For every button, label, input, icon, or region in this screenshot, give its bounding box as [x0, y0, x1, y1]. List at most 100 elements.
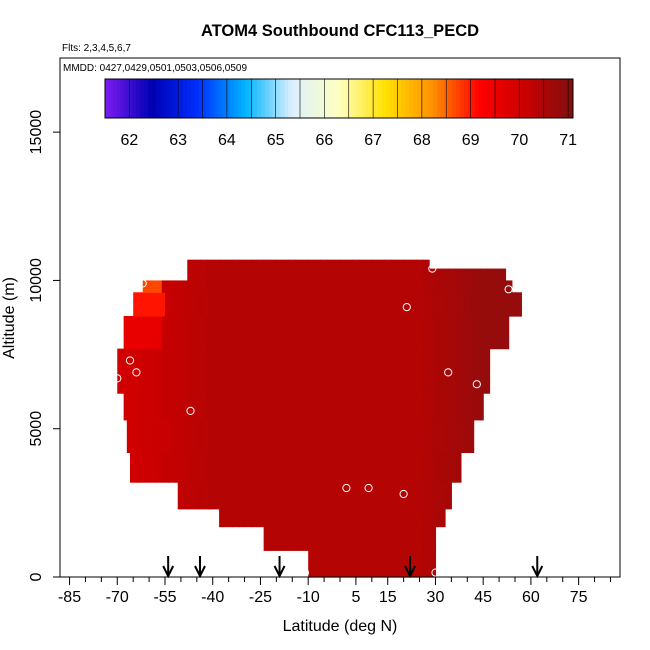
field-cell — [397, 393, 405, 421]
field-cell — [152, 419, 160, 454]
field-cell — [410, 452, 417, 483]
field-cell — [231, 280, 239, 293]
field-cell — [349, 419, 357, 454]
field-cell — [193, 316, 201, 350]
field-cell — [130, 348, 137, 394]
colorbar-swatch — [261, 79, 266, 118]
field-cell — [187, 452, 195, 483]
colorbar-swatch — [300, 79, 305, 118]
field-cell — [352, 280, 360, 293]
field-cell — [359, 393, 367, 421]
field-cell — [276, 452, 284, 483]
colorbar-swatch — [147, 79, 153, 118]
field-cell — [397, 508, 405, 528]
field-cell — [435, 316, 443, 350]
field-cell — [130, 316, 137, 350]
field-cell — [133, 292, 141, 317]
field-cell — [187, 393, 195, 421]
field-cell — [429, 280, 437, 293]
field-cell — [193, 280, 201, 293]
field-cell — [371, 316, 379, 350]
field-cell — [320, 316, 328, 350]
observation-point — [444, 368, 453, 377]
field-cell — [314, 348, 322, 394]
field-cell — [371, 268, 379, 282]
field-cell — [343, 419, 351, 454]
field-cell — [244, 280, 252, 293]
field-cell — [250, 508, 258, 528]
field-cell — [254, 292, 262, 317]
field-cell — [371, 452, 379, 483]
observation-point — [431, 568, 440, 577]
field-cell — [215, 292, 223, 317]
flight-arrow — [162, 556, 175, 579]
field-cell — [225, 268, 233, 282]
field-cell — [397, 280, 405, 293]
field-cell — [200, 316, 207, 350]
field-cell — [260, 419, 268, 454]
field-cell — [212, 348, 220, 394]
colorbar-swatch — [565, 79, 570, 118]
x-tick-label: 15 — [379, 589, 397, 606]
field-cell — [270, 280, 277, 293]
field-cell — [320, 550, 328, 578]
colorbar-swatch — [210, 79, 215, 118]
field-cell — [180, 393, 188, 421]
observation-point — [428, 264, 437, 273]
field-cell — [250, 393, 258, 421]
colorbar-swatch — [245, 79, 250, 118]
colorbar-swatch — [557, 79, 562, 118]
colorbar-swatch — [163, 79, 168, 118]
colorbar-swatch — [378, 79, 383, 118]
field-cell — [250, 348, 258, 394]
field-cell — [250, 316, 258, 350]
field-cell — [142, 452, 150, 483]
field-cell — [371, 526, 379, 551]
field-cell — [460, 348, 468, 394]
field-cell — [270, 393, 277, 421]
field-cell — [460, 316, 468, 350]
field-cell — [285, 292, 293, 317]
field-cell — [359, 348, 367, 394]
field-cell — [499, 316, 507, 350]
colorbar-swatch — [510, 79, 515, 118]
field-cell — [467, 348, 475, 394]
colorbar-swatch — [319, 79, 324, 118]
field-cell — [270, 526, 277, 551]
field-cell — [425, 482, 433, 510]
field-cell — [206, 348, 214, 394]
colorbar-swatch — [339, 79, 344, 118]
colorbar-swatch — [175, 79, 180, 118]
field-cell — [247, 482, 255, 510]
field-cell — [397, 316, 405, 350]
colorbar-swatch — [241, 79, 246, 118]
field-cell — [301, 280, 309, 293]
field-cell — [285, 419, 293, 454]
colorbar-swatch — [112, 79, 118, 118]
colorbar-swatch — [405, 79, 410, 118]
field-cell — [212, 316, 220, 350]
field-cell — [228, 419, 236, 454]
field-cell — [276, 259, 284, 270]
colorbar-swatch — [366, 79, 371, 118]
colorbar-swatch — [218, 79, 223, 118]
colorbar-swatch — [350, 79, 356, 118]
field-cell — [177, 292, 185, 317]
field-cell — [378, 268, 386, 282]
field-cell — [365, 393, 373, 421]
field-cell — [257, 393, 265, 421]
field-cell — [435, 393, 443, 421]
field-cell — [241, 292, 249, 317]
field-cell — [174, 452, 182, 483]
observation-point — [399, 489, 408, 499]
field-cell — [250, 452, 258, 483]
colorbar-swatch — [397, 79, 402, 118]
colorbar-swatch — [362, 79, 367, 118]
field-cell — [378, 508, 386, 528]
field-cell — [142, 393, 150, 421]
field-cell — [359, 526, 367, 551]
field-cell — [161, 348, 169, 394]
colorbar-swatch — [545, 79, 551, 118]
field-cell — [429, 526, 437, 551]
field-cell — [238, 268, 246, 282]
